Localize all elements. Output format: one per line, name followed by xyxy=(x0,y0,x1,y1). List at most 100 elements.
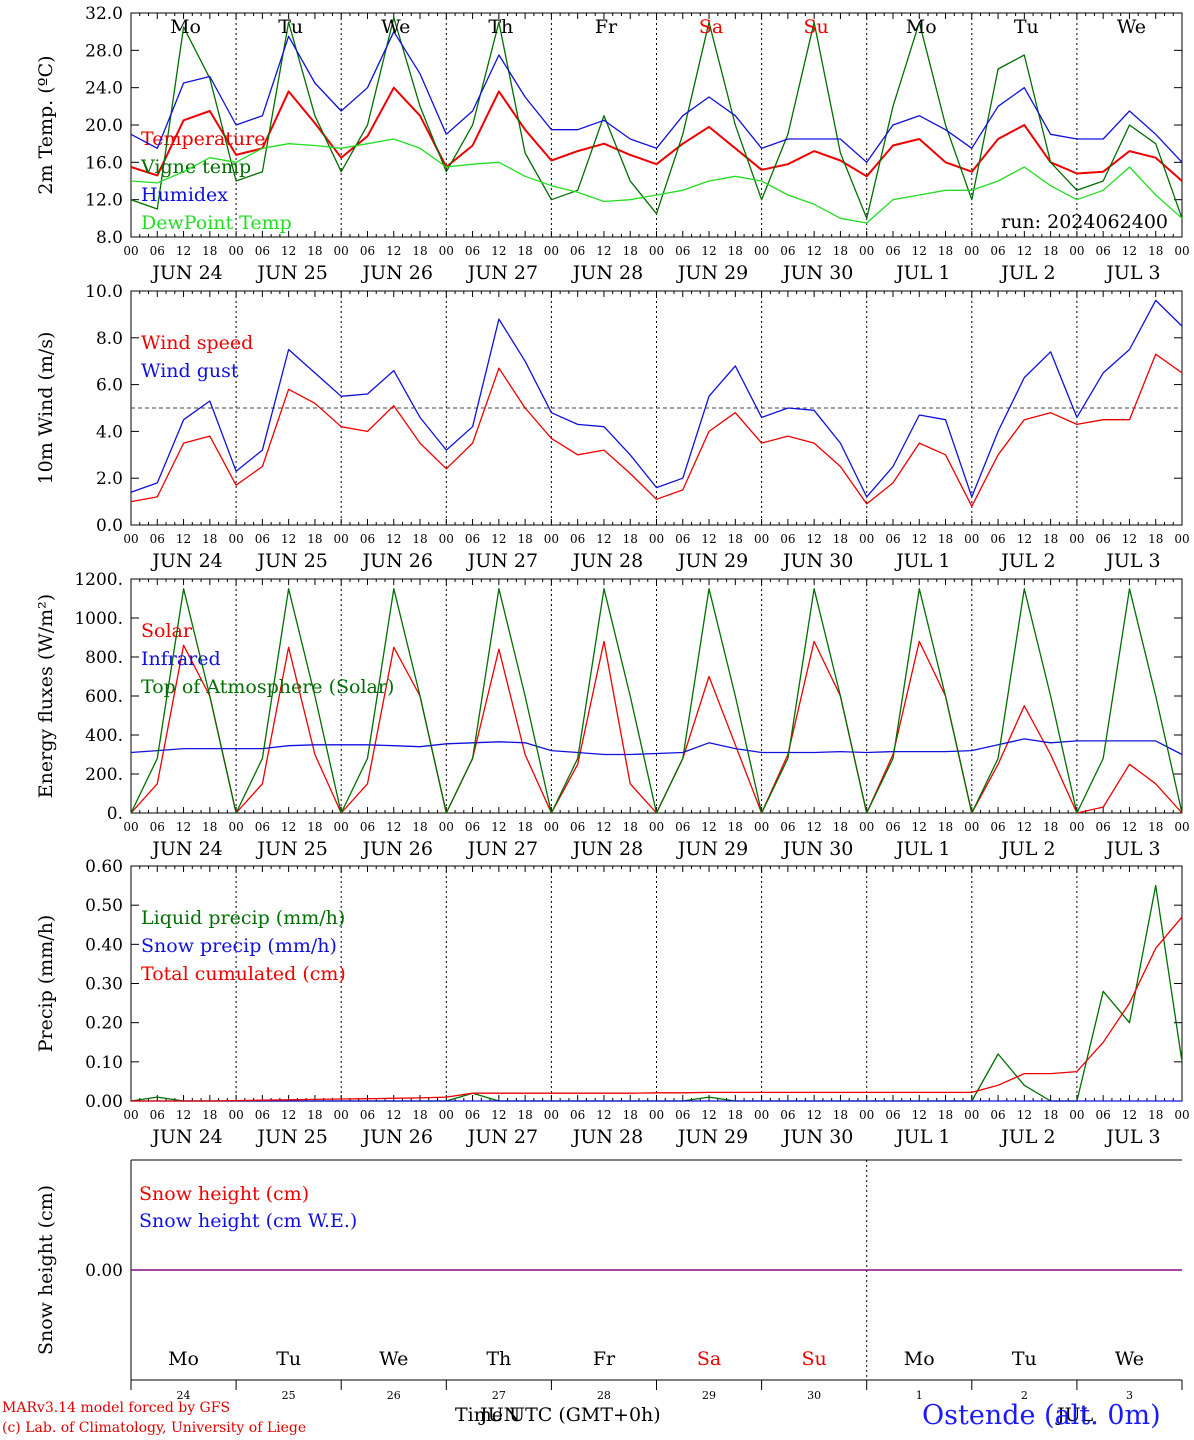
hour-tick-label: 12 xyxy=(176,1108,191,1122)
weekday-label: We xyxy=(1115,1348,1144,1370)
hour-tick-label: 12 xyxy=(1122,820,1137,834)
y-tick-label: 1200. xyxy=(74,570,123,590)
series-line-solar xyxy=(130,640,1183,814)
hour-tick-label: 06 xyxy=(150,532,165,546)
hour-tick-label: 00 xyxy=(754,532,769,546)
y-tick-label: 0.50 xyxy=(85,896,123,916)
series-line-vigne-temp xyxy=(130,17,1183,219)
hour-tick-label: 06 xyxy=(1096,244,1111,258)
date-label: JUN 29 xyxy=(676,838,748,860)
hour-tick-label: 06 xyxy=(465,244,480,258)
hour-tick-label: 12 xyxy=(596,820,611,834)
hour-tick-label: 00 xyxy=(544,820,559,834)
hour-tick-label: 06 xyxy=(360,244,375,258)
hour-tick-label: 12 xyxy=(807,1108,822,1122)
legend-entry: Snow precip (mm/h) xyxy=(141,935,337,957)
hour-tick-label: 00 xyxy=(859,1108,874,1122)
y-tick-label: 0.0 xyxy=(96,516,123,536)
date-label: JUN 29 xyxy=(676,262,748,284)
hour-tick-label: 06 xyxy=(360,820,375,834)
hour-tick-label: 12 xyxy=(807,532,822,546)
hour-tick-label: 18 xyxy=(517,1108,532,1122)
hour-tick-label: 18 xyxy=(1043,820,1058,834)
date-label: JUN 28 xyxy=(571,262,643,284)
hour-tick-label: 12 xyxy=(807,820,822,834)
hour-tick-label: 12 xyxy=(701,820,716,834)
weekday-label: Mo xyxy=(168,1348,199,1370)
hour-tick-label: 00 xyxy=(1069,244,1084,258)
date-label: JUL 2 xyxy=(999,262,1055,284)
hour-tick-label: 18 xyxy=(623,820,638,834)
hour-tick-label: 18 xyxy=(833,820,848,834)
hour-tick-label: 18 xyxy=(938,820,953,834)
hour-tick-label: 00 xyxy=(859,532,874,546)
legend-entry: DewPoint Temp xyxy=(141,212,292,234)
hour-tick-label: 06 xyxy=(465,532,480,546)
weekday-label: We xyxy=(1117,16,1146,38)
date-label: JUN 28 xyxy=(571,838,643,860)
series-line-dewpoint-temp xyxy=(130,138,1183,224)
hour-tick-label: 00 xyxy=(859,820,874,834)
y-tick-label: 0.20 xyxy=(85,1014,123,1034)
series-line-humidex xyxy=(130,31,1183,163)
y-tick-label: 800. xyxy=(85,648,123,668)
hour-tick-label: 00 xyxy=(1174,532,1189,546)
y-tick-label: 32.0 xyxy=(85,4,123,24)
hour-tick-label: 18 xyxy=(307,244,322,258)
date-label: JUN 28 xyxy=(571,1126,643,1148)
hour-tick-label: 06 xyxy=(990,1108,1005,1122)
series-line-total-cumulated-cm- xyxy=(131,916,1183,1102)
hour-tick-label: 18 xyxy=(307,820,322,834)
hour-tick-label: 18 xyxy=(307,532,322,546)
date-label: JUN 29 xyxy=(676,550,748,572)
day-number-label: 3 xyxy=(1126,1389,1133,1402)
y-tick-label: 0.00 xyxy=(85,1261,123,1281)
hour-tick-label: 00 xyxy=(439,244,454,258)
hour-tick-label: 00 xyxy=(1069,532,1084,546)
hour-tick-label: 06 xyxy=(570,532,585,546)
series-line-temperature xyxy=(130,86,1183,182)
x-axis-month-jun: JUN xyxy=(480,1404,521,1426)
date-label: JUN 24 xyxy=(150,550,222,572)
hour-tick-label: 06 xyxy=(885,1108,900,1122)
legend-entry: Infrared xyxy=(141,648,221,670)
hour-tick-label: 00 xyxy=(544,244,559,258)
hour-tick-label: 18 xyxy=(1043,244,1058,258)
y-tick-label: 600. xyxy=(85,687,123,707)
date-label: JUL 2 xyxy=(999,550,1055,572)
x-axis-month-jul: JUL xyxy=(1057,1404,1094,1426)
hour-tick-label: 12 xyxy=(491,244,506,258)
hour-tick-label: 18 xyxy=(1043,1108,1058,1122)
hour-tick-label: 06 xyxy=(1096,1108,1111,1122)
hour-tick-label: 18 xyxy=(202,820,217,834)
legend-entry: Humidex xyxy=(141,184,228,206)
hour-tick-label: 00 xyxy=(964,820,979,834)
legend-entry: Solar xyxy=(141,620,193,642)
station-name: Ostende (alt. 0m) xyxy=(922,1400,1161,1431)
hour-tick-label: 12 xyxy=(386,244,401,258)
weekday-label: Sa xyxy=(697,1348,721,1370)
hour-tick-label: 00 xyxy=(964,532,979,546)
y-tick-label: 0. xyxy=(107,804,123,824)
hour-tick-label: 06 xyxy=(150,820,165,834)
hour-tick-label: 06 xyxy=(570,1108,585,1122)
hour-tick-label: 12 xyxy=(491,532,506,546)
hour-tick-label: 12 xyxy=(701,532,716,546)
date-label: JUL 3 xyxy=(1104,1126,1160,1148)
hour-tick-label: 00 xyxy=(544,532,559,546)
model-credit: MARv3.14 model forced by GFS xyxy=(2,1400,231,1416)
hour-tick-label: 12 xyxy=(1122,532,1137,546)
hour-tick-label: 06 xyxy=(255,244,270,258)
hour-tick-label: 12 xyxy=(176,532,191,546)
series-line-wind-speed xyxy=(130,353,1183,507)
date-label: JUN 25 xyxy=(255,1126,327,1148)
hour-tick-label: 18 xyxy=(202,244,217,258)
day-number-label: 1 xyxy=(916,1389,923,1402)
legend-entry: Total cumulated (cm) xyxy=(141,963,346,985)
hour-tick-label: 00 xyxy=(334,1108,349,1122)
hour-tick-label: 18 xyxy=(412,244,427,258)
hour-tick-label: 18 xyxy=(412,532,427,546)
hour-tick-label: 18 xyxy=(938,244,953,258)
hour-tick-label: 18 xyxy=(623,532,638,546)
y-tick-label: 1000. xyxy=(74,609,123,629)
